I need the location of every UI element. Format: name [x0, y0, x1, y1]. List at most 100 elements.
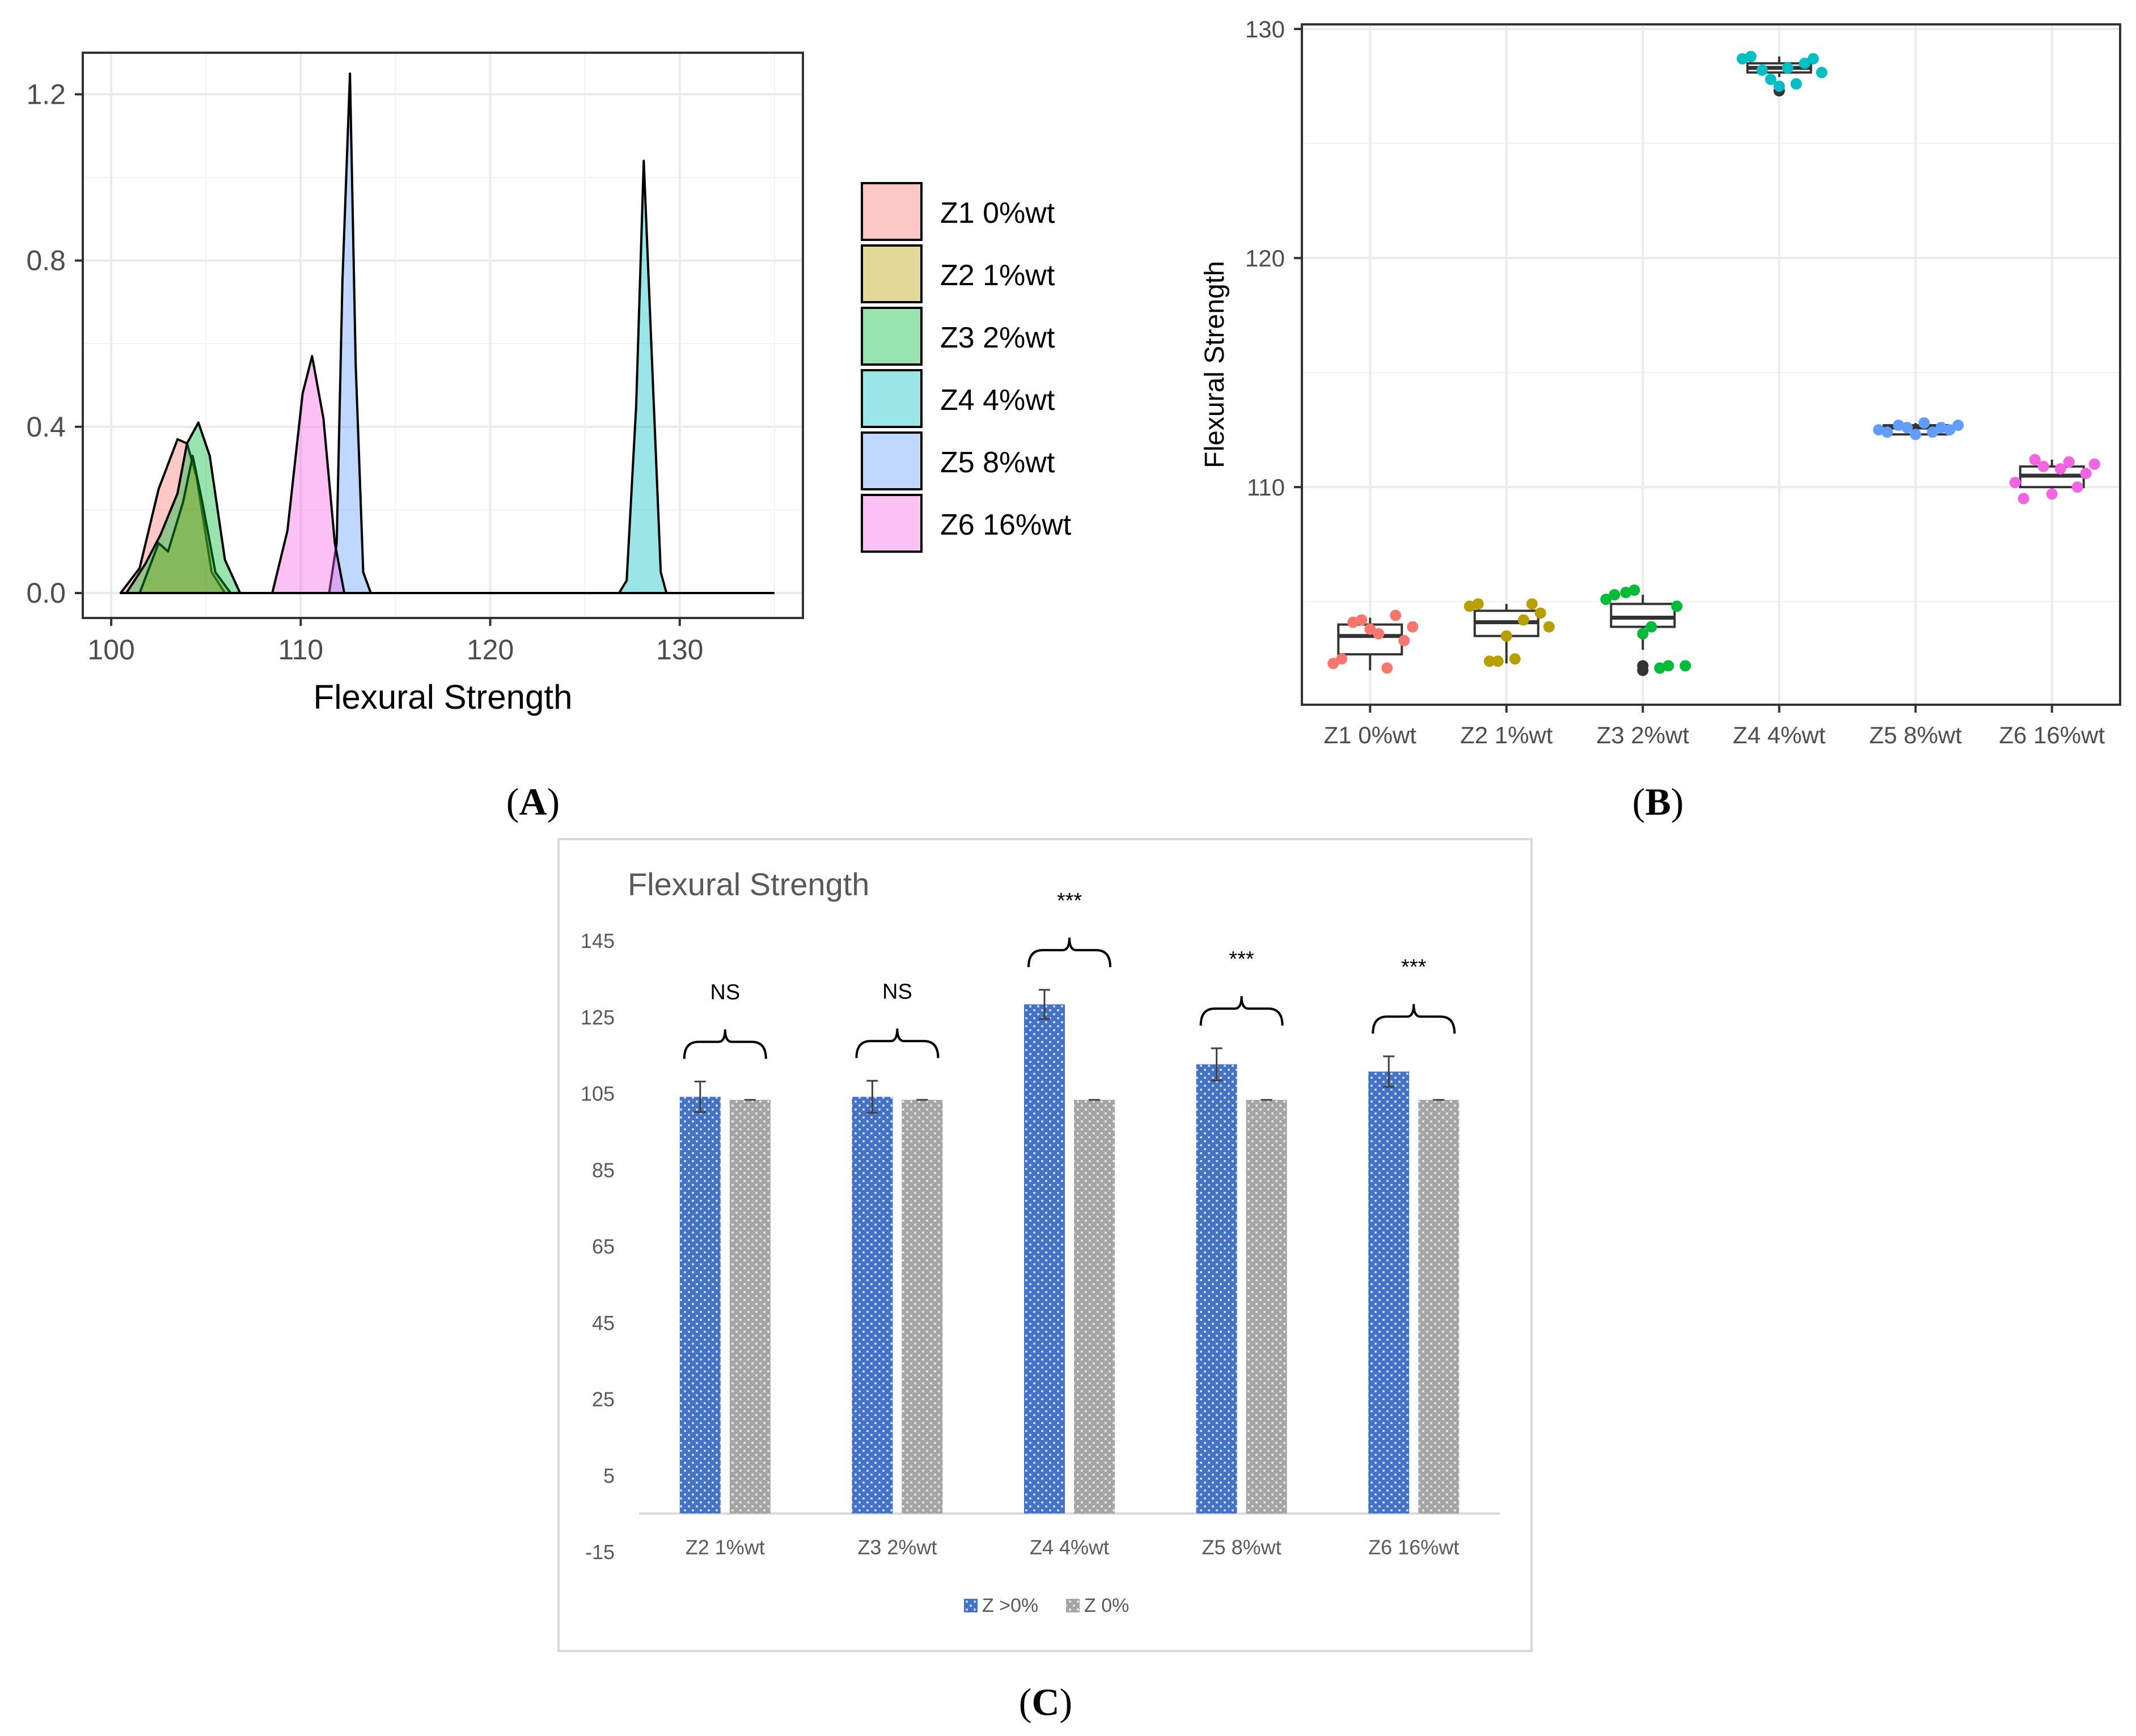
bar-z-0-z5 — [1246, 1099, 1287, 1514]
data-point-z1 — [1347, 616, 1359, 628]
x-tick-label: Z2 1%wt — [1460, 722, 1553, 748]
data-point-z6 — [2017, 493, 2029, 505]
panel-b-plot-background — [1302, 24, 2120, 705]
data-point-z2 — [1526, 598, 1538, 610]
significance-bracket — [1372, 1004, 1456, 1034]
y-tick-label: 25 — [592, 1388, 615, 1411]
data-point-z1 — [1407, 621, 1419, 633]
bar-z-0-z6 — [1418, 1099, 1460, 1514]
x-tick-label: 100 — [87, 634, 134, 666]
y-tick-label: 85 — [592, 1158, 615, 1182]
x-tick-label: Z4 4%wt — [1030, 1536, 1109, 1559]
data-point-z1 — [1373, 628, 1385, 640]
y-tick-label: 5 — [603, 1464, 615, 1487]
data-point-z3 — [1663, 660, 1674, 672]
panel-c-significance: NS NS *** *** *** — [683, 889, 1456, 1059]
panel-b-plot-border — [1301, 23, 2121, 706]
panel-c-bar-chart: Flexural Strength -15 5 25 45 65 85 105 125 145 Z… — [557, 838, 1533, 1724]
data-point-z5 — [1910, 429, 1922, 441]
legend-label: Z4 4%wt — [940, 384, 1055, 417]
data-point-z3 — [1671, 600, 1683, 612]
x-tick-label: Z5 8%wt — [1869, 722, 1962, 748]
panel-c-axes: -15 5 25 45 65 85 105 125 145 Z2 1%wt Z3 2%wt Z4 4%… — [581, 929, 1500, 1564]
panel-b-label: (B) — [1632, 780, 1684, 823]
bar-z-gt-0-z3 — [852, 1096, 893, 1514]
y-tick-label: 0.8 — [26, 245, 66, 277]
data-point-z3 — [1600, 594, 1612, 606]
x-tick-label: Z6 16%wt — [1999, 722, 2105, 748]
panel-c-legend: Z >0% Z 0% — [964, 1595, 1129, 1616]
x-tick-label: 130 — [656, 634, 703, 666]
significance-label: NS — [710, 981, 740, 1005]
data-point-z1 — [1356, 614, 1368, 626]
significance-bracket — [1199, 996, 1284, 1026]
data-point-z3 — [1629, 584, 1640, 596]
data-point-z2 — [1464, 600, 1475, 612]
legend-swatch — [861, 307, 923, 366]
density-area-z5 — [328, 72, 372, 594]
legend-label: Z 0% — [1084, 1595, 1129, 1616]
significance-label: NS — [882, 980, 912, 1004]
legend-item-z5: Z5 8%wt — [861, 431, 1055, 490]
significance-label: *** — [1057, 889, 1082, 913]
legend-swatch — [861, 369, 923, 428]
significance-label: *** — [1401, 955, 1427, 979]
panel-b-grid — [1302, 24, 2120, 705]
x-tick-label: Z4 4%wt — [1733, 722, 1826, 748]
data-point-z3 — [1680, 660, 1691, 672]
legend-item-z6: Z6 16%wt — [861, 494, 1072, 553]
data-point-z2 — [1509, 653, 1521, 665]
legend-label: Z5 8%wt — [940, 446, 1055, 479]
legend-swatch — [861, 244, 923, 303]
legend-swatch — [861, 431, 923, 490]
x-tick-label: Z6 16%wt — [1368, 1536, 1459, 1559]
panel-b-box-plot: 110 120 130 Z1 0%wt Z2 1%wt Z3 2%wt Z4 4%wt Z5 … — [1200, 16, 2121, 823]
y-tick-label: 65 — [592, 1235, 615, 1258]
data-point-z4 — [1745, 50, 1757, 62]
legend-label: Z1 0%wt — [940, 197, 1055, 230]
data-point-z5 — [1944, 424, 1956, 436]
bar-z-0-z2 — [729, 1099, 771, 1514]
data-point-z1 — [1336, 653, 1348, 665]
legend-swatch — [861, 494, 923, 553]
data-point-z3 — [1609, 589, 1621, 601]
y-tick-label: 120 — [1245, 245, 1285, 272]
box-iqr — [1610, 603, 1676, 628]
panel-a-density-areas — [119, 72, 775, 595]
legend-item-z2: Z2 1%wt — [861, 244, 1055, 303]
density-area-z3 — [125, 421, 242, 594]
panel-b-axis-ticks: 110 120 130 Z1 0%wt Z2 1%wt Z3 2%wt Z4 4%wt Z5 … — [1245, 16, 2105, 748]
data-point-z2 — [1500, 630, 1512, 642]
y-tick-label: 0.0 — [26, 577, 66, 609]
panel-a-legend: Z1 0%wt Z2 1%wt Z3 2%wt Z4 4%wt Z5 8%wt Z6 16… — [861, 182, 1072, 553]
bar-z-gt-0-z5 — [1196, 1064, 1237, 1514]
panel-a-plot-background — [83, 53, 803, 618]
box-outlier — [1637, 660, 1649, 672]
panel-a-plot-border — [82, 52, 804, 619]
y-tick-label: 125 — [581, 1006, 615, 1029]
data-point-z3 — [1620, 587, 1632, 599]
data-point-z1 — [1327, 658, 1339, 670]
y-tick-label: 145 — [581, 929, 615, 952]
data-point-z6 — [2063, 456, 2075, 468]
significance-bracket — [855, 1028, 940, 1058]
x-tick-label: Z1 0%wt — [1324, 722, 1417, 748]
legend-label: Z3 2%wt — [940, 321, 1055, 354]
data-point-z4 — [1765, 73, 1777, 85]
x-tick-label: Z3 2%wt — [1597, 722, 1690, 748]
legend-item-z1: Z1 0%wt — [861, 182, 1055, 241]
density-area-z2 — [138, 455, 232, 594]
data-point-z1 — [1364, 623, 1376, 635]
panel-a-density-chart: 100 110 120 130 0.0 0.4 0.8 1.2 Flexural Streng… — [26, 52, 1072, 823]
data-point-z6 — [2009, 477, 2021, 489]
data-point-z4 — [1799, 57, 1811, 69]
data-point-z3 — [1637, 628, 1649, 640]
legend-item-z-gt-0: Z >0% — [964, 1595, 1038, 1616]
legend-item-z-0: Z 0% — [1066, 1595, 1129, 1616]
y-tick-label: 105 — [581, 1082, 615, 1106]
data-point-z2 — [1517, 614, 1529, 626]
density-area-z4 — [617, 159, 668, 594]
panel-c-bars — [679, 989, 1460, 1514]
data-point-z4 — [1790, 78, 1802, 90]
